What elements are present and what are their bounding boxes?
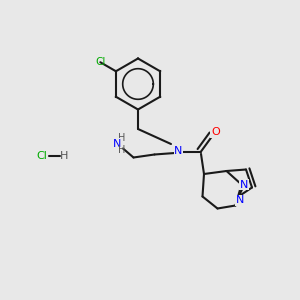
Text: O: O	[211, 127, 220, 137]
Text: Cl: Cl	[37, 151, 47, 161]
Text: N: N	[240, 179, 248, 190]
Text: Cl: Cl	[95, 57, 106, 67]
Text: H: H	[118, 145, 125, 155]
Text: H: H	[118, 133, 125, 143]
Text: N: N	[236, 195, 244, 205]
Text: N: N	[113, 139, 121, 149]
Text: N: N	[174, 146, 183, 157]
Text: H: H	[60, 151, 69, 161]
